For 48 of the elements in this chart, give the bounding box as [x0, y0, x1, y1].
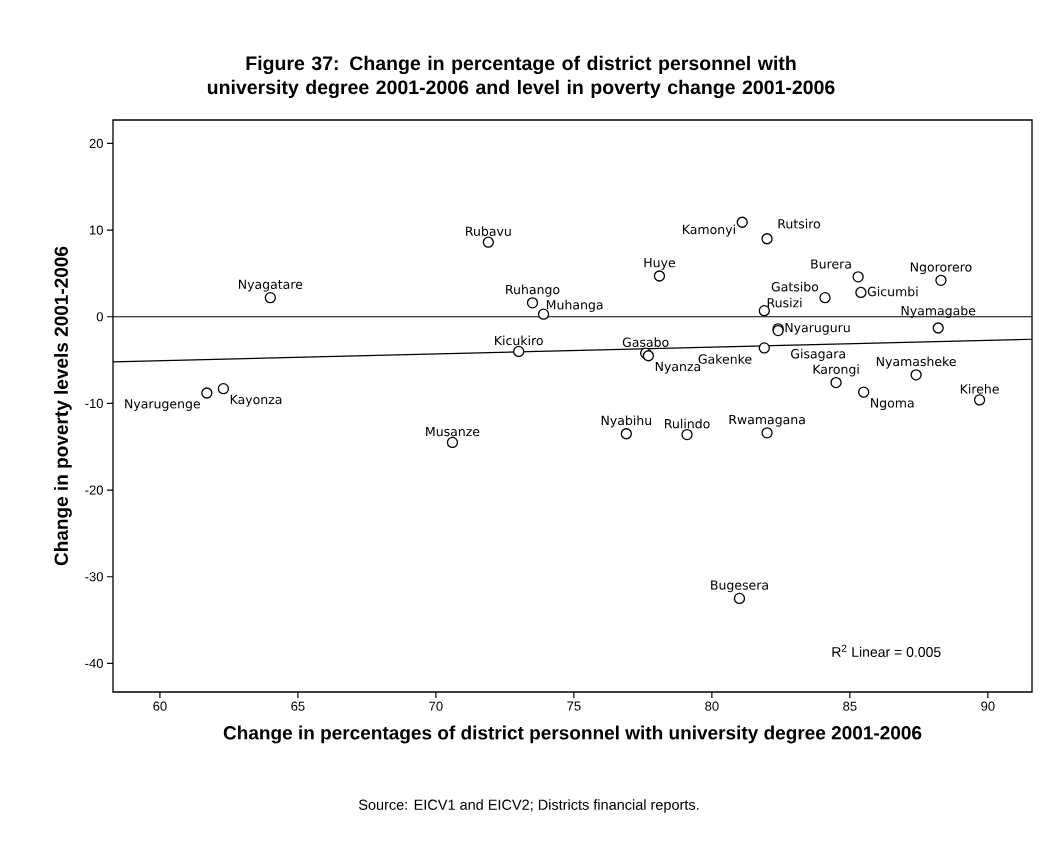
x-axis-title: Change in percentages of district personnel with university degree 2001-2006	[223, 725, 922, 744]
series-label: Bugesera	[711, 580, 768, 593]
series-label: Rubavu	[466, 226, 511, 236]
series-label: Kicukiro	[495, 335, 543, 346]
annotation: R$^{2}$ Linear = 0.005	[832, 644, 941, 658]
series-label: Ruhango	[506, 284, 560, 297]
y-tick-label: -10	[85, 398, 103, 408]
x-tick-label: 85	[843, 701, 857, 711]
series-label: Nyamagabe	[901, 305, 976, 318]
series-label: Musanze	[426, 426, 480, 437]
series-label: Rulindo	[665, 418, 710, 429]
x-tick-label: 60	[153, 701, 167, 711]
series-label: Rutsiro	[778, 218, 821, 229]
series-label: Nyaruguru	[785, 323, 850, 335]
series-label: Nyamasheke	[876, 356, 956, 369]
series-label: Nyagatare	[238, 279, 303, 292]
series-label: Kirehe	[960, 384, 999, 394]
series-label: Kamonyi	[683, 224, 735, 237]
x-tick-label: 70	[429, 701, 443, 711]
series-label: Nyabihu	[601, 415, 652, 428]
series-label: Kayonza	[230, 394, 282, 407]
series-label: Huye	[644, 258, 675, 270]
y-tick-label: 10	[90, 225, 103, 235]
series-label: Gicumbi	[867, 286, 918, 297]
x-tick-label: 80	[705, 701, 719, 711]
series-label: Ngoma	[871, 398, 914, 411]
legend-label: Nyarugenge	[125, 399, 200, 411]
chart-title: Figure 37: Change in percentage of district personnel with university degree 2001-2006 and level in poverty change 2001-2006	[207, 55, 835, 99]
series-label: Gakenke	[698, 354, 752, 364]
series-label: Gasabo	[622, 337, 669, 347]
series-label: Ngororero	[910, 262, 972, 275]
series-label: Karongi	[813, 364, 859, 377]
y-tick-label: -40	[85, 658, 103, 668]
series-label: Gisagara	[791, 348, 845, 361]
source-note: Source: EICV1 and EICV2; Districts financial reports.	[358, 799, 699, 813]
series-label: Gatsibo	[771, 281, 819, 292]
x-tick-label: 65	[291, 701, 305, 711]
y-tick-label: -30	[85, 572, 103, 582]
series-label: Rwamagana	[729, 414, 805, 427]
x-tick-label: 75	[567, 701, 581, 711]
series-label: Muhanga	[546, 299, 603, 312]
y-tick-label: -20	[85, 485, 103, 495]
series-label: Burera	[811, 259, 851, 269]
series-label: Rusizi	[767, 297, 802, 308]
y-tick-label: 20	[89, 138, 103, 148]
y-tick-label: 0	[96, 312, 103, 322]
y-axis-title: Change in poverty levels 2001-2006	[54, 246, 72, 566]
x-tick-label: 90	[981, 701, 995, 711]
